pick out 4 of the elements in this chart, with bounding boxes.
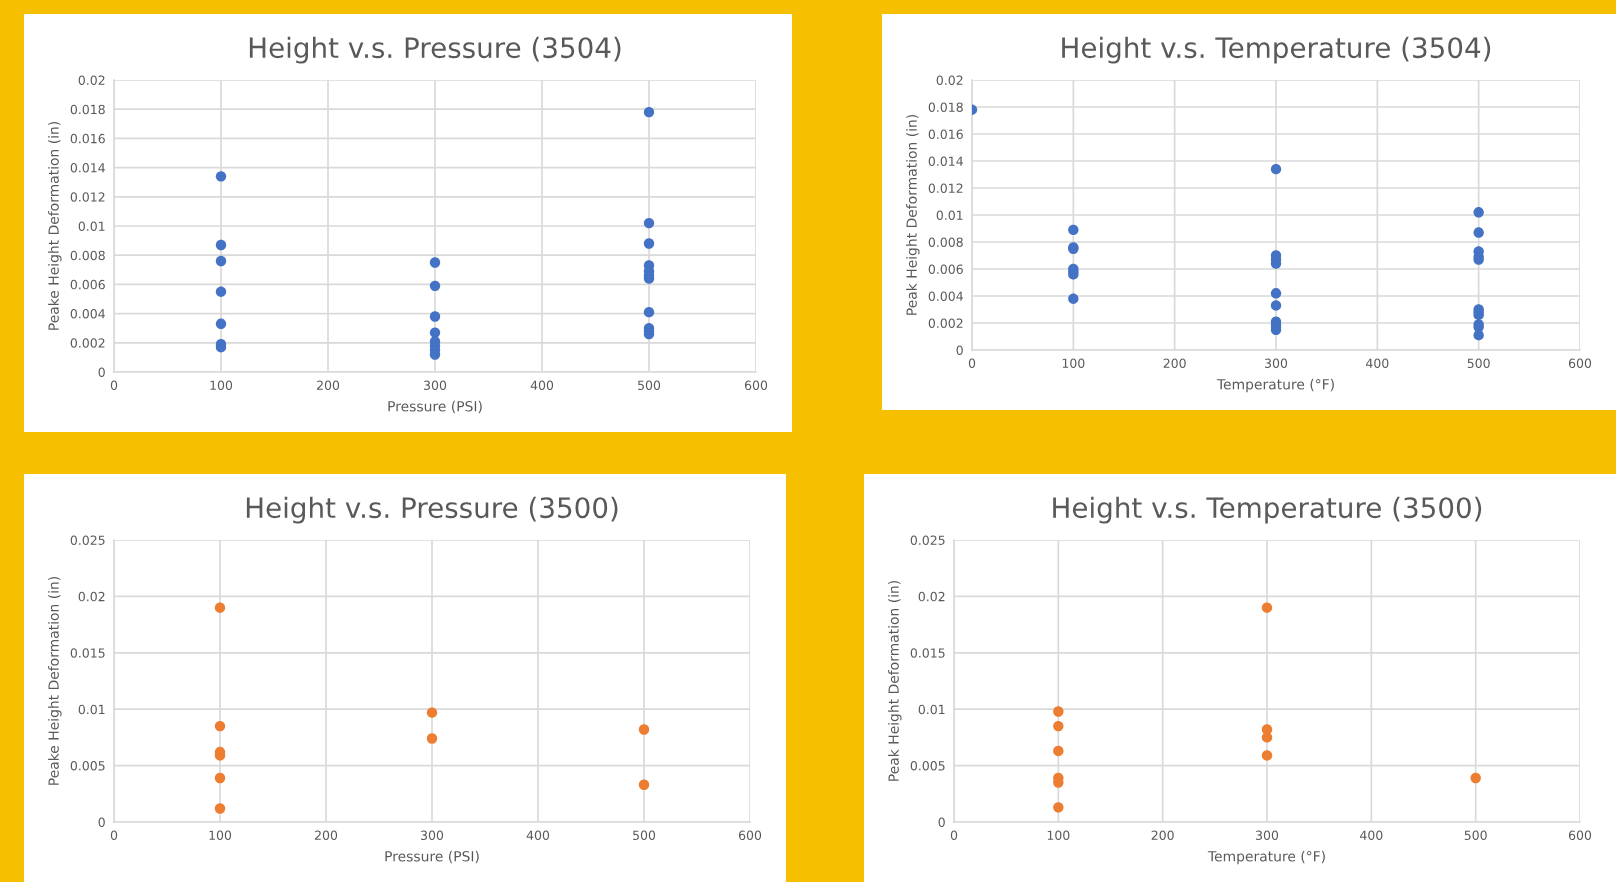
chart-title: Height v.s. Pressure (3500) [246,496,618,524]
chart-title: Height v.s. Temperature (3504) [1062,36,1491,64]
chart-title: Height v.s. Pressure (3504) [249,36,621,64]
chart-title: Height v.s. Temperature (3500) [1053,496,1482,524]
